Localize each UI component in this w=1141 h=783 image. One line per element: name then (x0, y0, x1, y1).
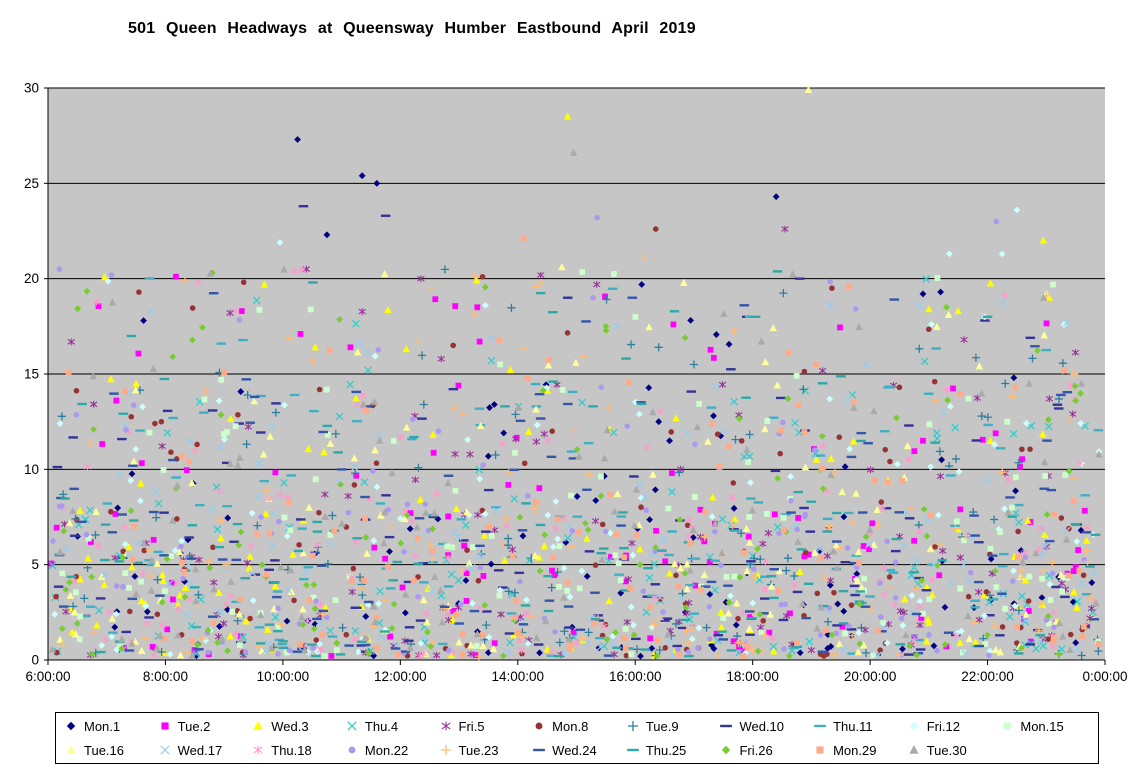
legend-label: Fri.5 (458, 718, 485, 734)
legend-item-tue-2: Tue.2 (156, 719, 250, 734)
chart-legend: Mon.1 Tue.2 Wed.3 Thu.4 Fri.5 Mon.8 Tue.9 Wed.1… (55, 712, 1099, 764)
legend-item-mon-29: Mon.29 (811, 743, 905, 758)
legend-item-tue-9: Tue.9 (624, 719, 718, 734)
legend-marker-diamond-icon (722, 745, 731, 755)
svg-text:14:00:00: 14:00:00 (491, 669, 544, 684)
svg-text:10:00:00: 10:00:00 (257, 669, 310, 684)
legend-item-wed-24: Wed.24 (530, 743, 624, 758)
legend-label: Mon.15 (1020, 718, 1064, 734)
legend-item-wed-10: Wed.10 (717, 719, 811, 734)
legend-item-wed-17: Wed.17 (156, 743, 250, 758)
legend-item-thu-11: Thu.11 (811, 719, 905, 734)
legend-marker-dash-icon (626, 748, 639, 752)
legend-label: Thu.4 (364, 718, 399, 734)
legend-item-mon-22: Mon.22 (343, 743, 437, 758)
legend-marker-square-icon (816, 746, 824, 754)
legend-item-tue-23: Tue.23 (437, 743, 531, 758)
legend-marker-dash-icon (814, 724, 826, 728)
legend-label: Wed.3 (271, 718, 309, 734)
legend-marker-circle-icon (348, 746, 356, 754)
chart-title: 501 Queen Headways at Queensway Humber E… (128, 20, 696, 37)
legend-marker-plus-icon (627, 720, 638, 732)
svg-text:0: 0 (31, 653, 39, 668)
svg-text:30: 30 (24, 81, 39, 96)
legend-marker-star-icon (253, 745, 263, 755)
legend-marker-triangle-icon (909, 744, 919, 754)
svg-text:16:00:00: 16:00:00 (609, 669, 662, 684)
legend-item-fri-26: Fri.26 (717, 743, 811, 758)
svg-text:18:00:00: 18:00:00 (726, 669, 779, 684)
legend-item-fri-5: Fri.5 (437, 719, 531, 734)
legend-label: Fri.12 (926, 718, 960, 734)
legend-marker-triangle-icon (253, 720, 263, 730)
legend-label: Tue.23 (458, 742, 499, 758)
legend-label: Fri.26 (739, 742, 773, 758)
legend-label: Wed.17 (177, 742, 223, 758)
legend-item-tue-16: Tue.16 (62, 743, 156, 758)
legend-item-thu-18: Thu.18 (249, 743, 343, 758)
legend-item-thu-25: Thu.25 (624, 743, 718, 758)
legend-marker-square-icon (1003, 722, 1011, 730)
legend-label: Mon.1 (84, 718, 121, 734)
svg-text:8:00:00: 8:00:00 (143, 669, 188, 684)
legend-label: Tue.16 (84, 742, 124, 758)
legend-marker-x-icon (159, 745, 170, 755)
svg-text:0:00:00: 0:00:00 (1082, 669, 1127, 684)
legend-marker-diamond-icon (909, 721, 918, 731)
svg-text:20: 20 (24, 271, 39, 286)
svg-text:22:00:00: 22:00:00 (961, 669, 1014, 684)
svg-text:10: 10 (24, 462, 39, 477)
svg-text:20:00:00: 20:00:00 (844, 669, 897, 684)
legend-label: Mon.22 (364, 742, 409, 758)
svg-text:6:00:00: 6:00:00 (25, 669, 70, 684)
legend-label: Thu.18 (271, 742, 312, 758)
legend-item-tue-30: Tue.30 (905, 743, 999, 758)
legend-label: Wed.10 (739, 718, 785, 734)
legend-marker-plus-icon (440, 744, 451, 756)
legend-label: Tue.2 (177, 718, 211, 734)
legend-item-thu-4: Thu.4 (343, 719, 437, 734)
legend-label: Mon.8 (552, 718, 589, 734)
legend-label: Tue.9 (645, 718, 679, 734)
legend-marker-diamond-icon (66, 721, 76, 731)
legend-item-mon-8: Mon.8 (530, 719, 624, 734)
legend-marker-circle-icon (535, 722, 543, 730)
legend-marker-star-icon (441, 721, 451, 731)
legend-marker-triangle-icon (66, 744, 76, 754)
svg-text:5: 5 (31, 557, 39, 572)
legend-label: Mon.29 (833, 742, 877, 758)
legend-marker-x-icon (347, 721, 357, 731)
scatter-plot: 0 5 10 15 20 25 30 6:00:00 8:00:00 10:00:00 12:00:… (24, 81, 1128, 685)
svg-text:12:00:00: 12:00:00 (374, 669, 427, 684)
legend-label: Tue.30 (926, 742, 967, 758)
legend-marker-dash-icon (533, 748, 546, 752)
svg-text:25: 25 (24, 176, 39, 191)
legend-item-fri-12: Fri.12 (905, 719, 999, 734)
legend-marker-dash-icon (720, 724, 733, 728)
legend-item-mon-15: Mon.15 (998, 719, 1092, 734)
legend-item-wed-3: Wed.3 (249, 719, 343, 734)
legend-item-mon-1: Mon.1 (62, 719, 156, 734)
legend-label: Thu.11 (833, 718, 873, 734)
legend-label: Thu.25 (645, 742, 687, 758)
legend-marker-square-icon (161, 722, 169, 730)
svg-text:15: 15 (24, 367, 39, 382)
legend-label: Wed.24 (552, 742, 597, 758)
